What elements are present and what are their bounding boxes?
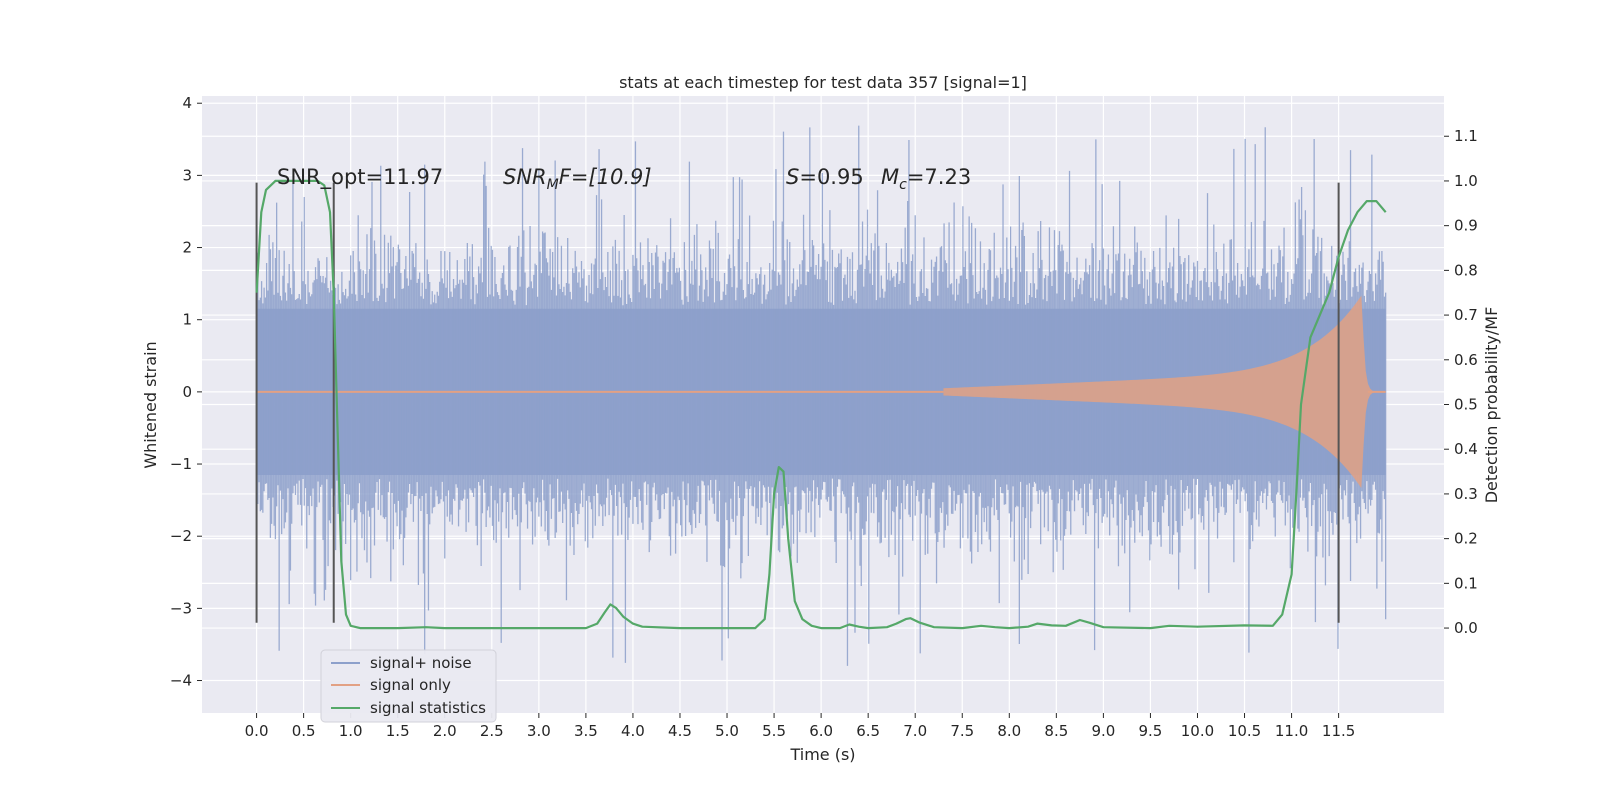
y-right-tick-label: 0.1 bbox=[1454, 574, 1478, 592]
y-right-tick-label: 0.7 bbox=[1454, 306, 1478, 324]
chart-title: stats at each timestep for test data 357… bbox=[619, 73, 1027, 92]
x-tick-label: 8.0 bbox=[997, 722, 1021, 740]
y-left-tick-label: 2 bbox=[182, 239, 192, 257]
x-tick-label: 3.5 bbox=[574, 722, 598, 740]
x-axis-label: Time (s) bbox=[789, 745, 855, 764]
signal-statistics-line bbox=[255, 179, 1387, 630]
y-left-tick-label: −3 bbox=[170, 599, 192, 617]
x-tick-label: 3.0 bbox=[527, 722, 551, 740]
y-left-tick-label: 1 bbox=[182, 311, 192, 329]
x-tick-label: 6.0 bbox=[809, 722, 833, 740]
x-tick-label: 2.0 bbox=[433, 722, 457, 740]
annotation-snr-mf-prefix: SNR bbox=[503, 165, 547, 189]
x-tick-label: 11.5 bbox=[1322, 722, 1355, 740]
y-right-tick-label: 0.8 bbox=[1454, 261, 1478, 279]
annotation-snr-opt: SNR_opt=11.97 bbox=[277, 165, 443, 190]
signal-only-envelope bbox=[943, 295, 1386, 489]
y-left-tick-label: −1 bbox=[170, 455, 192, 473]
y-axis-right-ticks: 1.1 1.0 0.9 0.8 0.7 0.6 0.5 0.4 0.3 0.2 0.1 0.0 bbox=[1444, 127, 1478, 637]
x-tick-label: 11.0 bbox=[1275, 722, 1308, 740]
y-right-tick-label: 0.9 bbox=[1454, 217, 1478, 235]
x-tick-label: 0.0 bbox=[245, 722, 269, 740]
annotation-mc-sub: c bbox=[899, 177, 907, 193]
legend-box bbox=[320, 649, 497, 723]
y-left-tick-label: 4 bbox=[182, 94, 192, 112]
x-tick-label: 0.5 bbox=[292, 722, 316, 740]
x-tick-label: 7.5 bbox=[950, 722, 974, 740]
y-left-tick-label: 0 bbox=[182, 383, 192, 401]
x-tick-label: 8.5 bbox=[1044, 722, 1068, 740]
legend: signal+ noise signal only signal statist… bbox=[320, 649, 497, 723]
y-right-tick-label: 0.2 bbox=[1454, 530, 1478, 548]
x-tick-label: 4.5 bbox=[668, 722, 692, 740]
y-axis-right-label: Detection probability/MF bbox=[1482, 307, 1501, 504]
x-tick-label: 9.5 bbox=[1139, 722, 1163, 740]
legend-label-signal-only: signal only bbox=[370, 676, 451, 694]
annotation-mc-letter: M bbox=[881, 165, 899, 189]
x-axis-ticks: 0.0 0.5 1.0 1.5 2.0 2.5 3.0 3.5 4.0 4.5 5.0 5.5 6.0 6… bbox=[245, 713, 1355, 740]
annotation-s-value: =0.95 bbox=[799, 165, 863, 189]
legend-label-signal-noise: signal+ noise bbox=[370, 654, 472, 672]
y-left-tick-label: 3 bbox=[182, 166, 192, 184]
annotation-snr-mf: SNRMF=[10.9] bbox=[503, 165, 652, 193]
x-tick-label: 2.5 bbox=[480, 722, 504, 740]
annotation-snr-mf-sub: M bbox=[547, 177, 559, 193]
y-right-tick-label: 0.0 bbox=[1454, 619, 1478, 637]
y-axis-left-label: Whitened strain bbox=[141, 341, 160, 468]
y-right-tick-label: 0.6 bbox=[1454, 351, 1478, 369]
annotation-snr-mf-f: F=[10.9] bbox=[559, 165, 652, 189]
x-tick-label: 1.5 bbox=[386, 722, 410, 740]
annotation-s: S=0.95 bbox=[786, 165, 864, 189]
y-left-tick-label: −2 bbox=[170, 527, 192, 545]
legend-label-signal-statistics: signal statistics bbox=[370, 699, 486, 717]
x-tick-label: 4.0 bbox=[621, 722, 645, 740]
x-tick-label: 7.0 bbox=[903, 722, 927, 740]
series-signal-only bbox=[256, 295, 1386, 489]
x-tick-label: 1.0 bbox=[339, 722, 363, 740]
x-tick-label: 9.0 bbox=[1091, 722, 1115, 740]
y-right-tick-label: 0.5 bbox=[1454, 396, 1478, 414]
x-tick-label: 10.0 bbox=[1181, 722, 1214, 740]
y-right-tick-label: 1.1 bbox=[1454, 127, 1478, 145]
annotation-mc: Mc=7.23 bbox=[881, 165, 971, 193]
x-tick-label: 5.0 bbox=[715, 722, 739, 740]
annotation-mc-value: =7.23 bbox=[907, 165, 971, 189]
y-left-tick-label: −4 bbox=[170, 672, 192, 690]
y-right-tick-label: 1.0 bbox=[1454, 172, 1478, 190]
y-right-tick-label: 0.3 bbox=[1454, 485, 1478, 503]
x-tick-label: 6.5 bbox=[856, 722, 880, 740]
annotation-s-letter: S bbox=[786, 165, 799, 189]
x-tick-label: 10.5 bbox=[1228, 722, 1261, 740]
y-right-tick-label: 0.4 bbox=[1454, 440, 1478, 458]
y-axis-left-ticks: 4 3 2 1 0 −1 −2 −3 −4 bbox=[170, 94, 202, 690]
x-tick-label: 5.5 bbox=[762, 722, 786, 740]
series-signal-statistics bbox=[255, 179, 1387, 630]
